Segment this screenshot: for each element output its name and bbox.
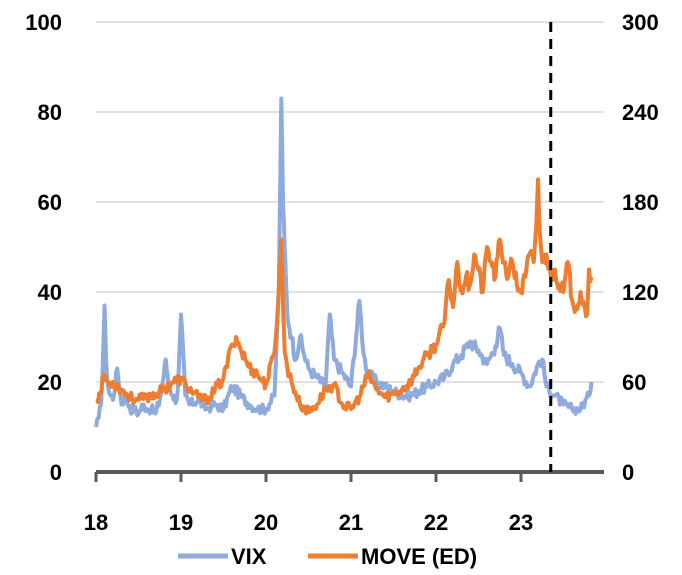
y-left-tick-label: 60 — [38, 190, 62, 215]
legend-label: MOVE (ED) — [361, 544, 477, 569]
y-right-tick-label: 180 — [622, 190, 659, 215]
gridlines — [96, 21, 604, 383]
x-axis-ticks — [94, 472, 523, 482]
y-right-tick-label: 300 — [622, 10, 659, 35]
move-series — [95, 177, 594, 416]
y-left-tick-label: 0 — [50, 460, 62, 485]
legend: VIX MOVE (ED) — [178, 544, 477, 569]
x-axis-labels: 18 19 20 21 22 23 — [84, 510, 533, 535]
y-left-tick-label: 40 — [38, 280, 62, 305]
series-line-vix — [94, 96, 594, 428]
right-y-axis-labels: 0 60 120 180 240 300 — [622, 10, 659, 485]
x-tick-label: 23 — [509, 510, 533, 535]
y-right-tick-label: 0 — [622, 460, 634, 485]
y-left-tick-label: 100 — [25, 10, 62, 35]
x-tick-label: 21 — [339, 510, 363, 535]
y-left-tick-label: 20 — [38, 370, 62, 395]
y-right-tick-label: 120 — [622, 280, 659, 305]
left-y-axis-labels: 0 20 40 60 80 100 — [25, 10, 62, 485]
x-tick-label: 20 — [254, 510, 278, 535]
y-left-tick-label: 80 — [38, 100, 62, 125]
series-line-move-ed — [95, 177, 594, 416]
legend-label: VIX — [231, 544, 267, 569]
x-tick-label: 22 — [424, 510, 448, 535]
vix-series — [94, 96, 594, 428]
y-right-tick-label: 60 — [622, 370, 646, 395]
x-tick-label: 19 — [169, 510, 193, 535]
x-tick-label: 18 — [84, 510, 108, 535]
y-right-tick-label: 240 — [622, 100, 659, 125]
